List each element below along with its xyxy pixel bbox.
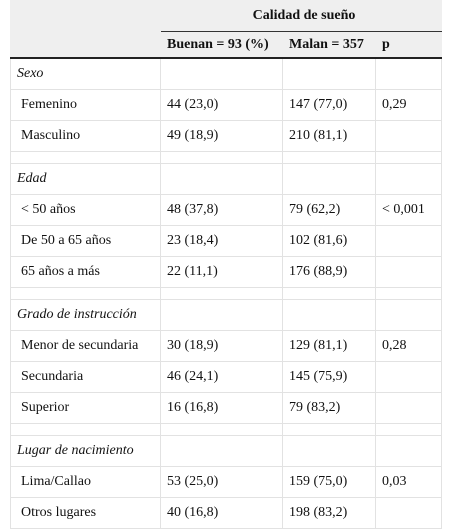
row-label: Lima/Callao [10,466,161,498]
spacer-cell [282,151,376,164]
row-label: Superior [10,392,161,424]
section-title: Sexo [10,57,161,90]
spacer-row [10,287,443,300]
row-label: 65 años a más [10,256,161,288]
data-row: Secundaria 46 (24,1) 145 (75,9) [10,361,443,393]
column-header: p [374,31,443,59]
empty-cell [282,435,376,467]
row-label: Secundaria [10,361,161,393]
section-row: Sexo [10,57,443,90]
spacer-cell [10,287,161,300]
empty-cell [374,299,443,331]
cell [374,225,443,257]
cell: 79 (62,2) [282,194,376,226]
section-title: Grado de instrucción [10,299,161,331]
cell: 79 (83,2) [282,392,376,424]
cell: 23 (18,4) [160,225,283,257]
cell: 22 (11,1) [160,256,283,288]
row-label: De 50 a 65 años [10,225,161,257]
cell [374,392,443,424]
corner [10,0,161,32]
data-row: Masculino 49 (18,9) 210 (81,1) [10,120,443,152]
empty-cell [282,57,376,90]
empty-cell [282,163,376,195]
header-title: Calidad de sueño [159,0,443,32]
spacer-cell [10,151,161,164]
empty-cell [160,435,283,467]
data-row: 65 años a más 22 (11,1) 176 (88,9) [10,256,443,288]
spacer-cell [374,423,443,436]
empty-cell [374,435,443,467]
cell: < 0,001 [374,194,443,226]
spacer-row [10,423,443,436]
empty-cell [160,299,283,331]
spacer-cell [10,423,161,436]
data-row: Otros lugares 40 (16,8) 198 (83,2) [10,497,443,529]
cell [374,361,443,393]
spacer-cell [160,151,283,164]
empty-cell [282,299,376,331]
cell: 46 (24,1) [160,361,283,393]
data-table: Calidad de sueño Buenan = 93 (%) Malan = … [10,0,443,529]
cell: 40 (16,8) [160,497,283,529]
cell [374,256,443,288]
cell: 0,28 [374,330,443,362]
row-label: Otros lugares [10,497,161,529]
row-label: Masculino [10,120,161,152]
section-title: Edad [10,163,161,195]
row-label: Femenino [10,89,161,121]
spacer-cell [160,423,283,436]
data-row: < 50 años 48 (37,8) 79 (62,2) < 0,001 [10,194,443,226]
cell: 159 (75,0) [282,466,376,498]
cell: 210 (81,1) [282,120,376,152]
cell: 102 (81,6) [282,225,376,257]
column-header: Malan = 357 [282,31,376,59]
empty-cell [374,163,443,195]
empty-cell [160,163,283,195]
column-header: Buenan = 93 (%) [160,31,283,59]
cell: 176 (88,9) [282,256,376,288]
data-row: Femenino 44 (23,0) 147 (77,0) 0,29 [10,89,443,121]
spacer-cell [282,423,376,436]
cell: 147 (77,0) [282,89,376,121]
cell: 49 (18,9) [160,120,283,152]
data-row: De 50 a 65 años 23 (18,4) 102 (81,6) [10,225,443,257]
spacer-cell [374,287,443,300]
section-title: Lugar de nacimiento [10,435,161,467]
spacer-row [10,151,443,164]
data-row: Lima/Callao 53 (25,0) 159 (75,0) 0,03 [10,466,443,498]
row-label: < 50 años [10,194,161,226]
cell: 0,29 [374,89,443,121]
spacer-cell [374,151,443,164]
corner [10,31,161,59]
cell: 48 (37,8) [160,194,283,226]
cell: 44 (23,0) [160,89,283,121]
data-row: Menor de secundaria 30 (18,9) 129 (81,1) 0,… [10,330,443,362]
cell: 53 (25,0) [160,466,283,498]
cell [374,497,443,529]
spacer-cell [160,287,283,300]
section-row: Lugar de nacimiento [10,435,443,467]
data-row: Superior 16 (16,8) 79 (83,2) [10,392,443,424]
cell: 198 (83,2) [282,497,376,529]
cell: 129 (81,1) [282,330,376,362]
cell: 145 (75,9) [282,361,376,393]
cell [374,120,443,152]
cell: 16 (16,8) [160,392,283,424]
section-row: Edad [10,163,443,195]
empty-cell [160,57,283,90]
cell: 0,03 [374,466,443,498]
empty-cell [374,57,443,90]
row-label: Menor de secundaria [10,330,161,362]
cell: 30 (18,9) [160,330,283,362]
spacer-cell [282,287,376,300]
section-row: Grado de instrucción [10,299,443,331]
